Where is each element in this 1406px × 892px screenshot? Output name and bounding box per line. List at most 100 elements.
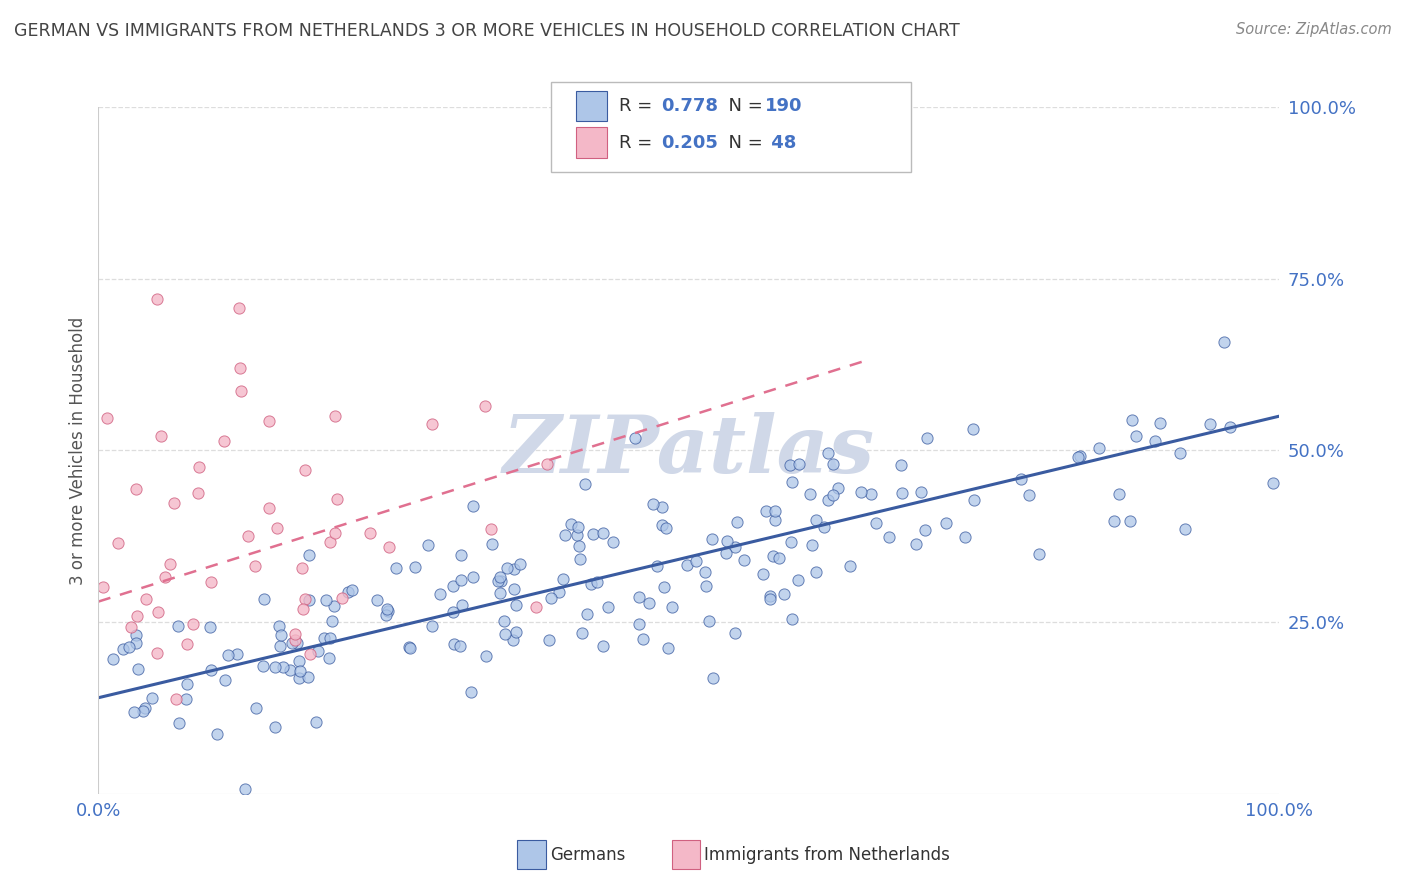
Point	[297, 670, 319, 684]
Point	[571, 626, 593, 640]
Point	[592, 639, 614, 653]
Point	[486, 574, 509, 588]
Point	[827, 481, 849, 495]
Point	[318, 650, 340, 665]
Point	[124, 705, 146, 719]
Point	[252, 659, 274, 673]
Point	[267, 619, 290, 633]
Point	[474, 648, 496, 663]
Point	[375, 607, 398, 622]
Point	[377, 604, 399, 618]
Point	[817, 446, 839, 460]
Point	[733, 553, 755, 567]
Point	[596, 599, 619, 614]
Point	[429, 586, 451, 600]
Y-axis label: 3 or more Vehicles in Household: 3 or more Vehicles in Household	[69, 317, 87, 584]
Point	[787, 457, 810, 471]
Point	[165, 691, 187, 706]
Point	[322, 599, 344, 613]
Text: Germans: Germans	[550, 846, 626, 863]
Point	[638, 597, 661, 611]
Point	[631, 632, 654, 647]
Point	[288, 664, 311, 678]
Point	[1121, 413, 1143, 427]
Point	[661, 600, 683, 615]
Point	[1018, 488, 1040, 502]
Point	[762, 549, 785, 563]
Point	[200, 575, 222, 590]
Point	[586, 575, 609, 590]
Text: ZIPatlas: ZIPatlas	[503, 412, 875, 489]
Point	[1143, 434, 1166, 449]
Point	[294, 592, 316, 607]
Point	[450, 599, 472, 613]
Point	[253, 591, 276, 606]
Text: GERMAN VS IMMIGRANTS FROM NETHERLANDS 3 OR MORE VEHICLES IN HOUSEHOLD CORRELATIO: GERMAN VS IMMIGRANTS FROM NETHERLANDS 3 …	[14, 22, 960, 40]
Point	[575, 607, 598, 621]
Point	[146, 605, 169, 619]
Point	[1069, 449, 1091, 463]
Point	[281, 636, 304, 650]
Point	[270, 628, 292, 642]
Point	[124, 628, 146, 642]
Point	[93, 580, 115, 594]
Point	[378, 541, 401, 555]
Point	[568, 539, 591, 553]
Point	[460, 685, 482, 699]
Point	[384, 561, 406, 575]
Point	[238, 529, 260, 543]
Point	[579, 577, 602, 591]
Point	[716, 534, 738, 549]
Point	[218, 648, 240, 663]
Point	[96, 410, 118, 425]
Point	[1174, 522, 1197, 536]
Point	[655, 521, 678, 535]
Point	[768, 550, 790, 565]
Point	[627, 590, 650, 604]
Point	[321, 614, 343, 628]
Text: N =: N =	[717, 134, 769, 152]
Point	[772, 587, 794, 601]
Point	[804, 513, 827, 527]
Point	[1263, 475, 1285, 490]
Point	[755, 504, 778, 518]
Point	[187, 486, 209, 500]
Point	[298, 647, 321, 661]
Point	[481, 537, 503, 551]
Point	[291, 561, 314, 575]
Point	[1028, 547, 1050, 561]
Point	[657, 641, 679, 656]
Point	[450, 548, 472, 562]
Point	[1067, 450, 1090, 464]
Point	[200, 620, 222, 634]
Point	[278, 663, 301, 677]
Point	[269, 639, 291, 653]
Point	[849, 484, 872, 499]
Point	[149, 429, 172, 443]
Point	[685, 554, 707, 568]
Point	[474, 399, 496, 413]
Point	[801, 538, 824, 552]
Point	[229, 361, 252, 376]
Point	[509, 557, 531, 571]
Point	[1108, 487, 1130, 501]
Point	[865, 516, 887, 530]
Point	[266, 521, 288, 535]
Point	[859, 487, 882, 501]
Point	[285, 636, 308, 650]
Point	[489, 586, 512, 600]
Point	[695, 565, 717, 579]
Point	[375, 602, 398, 616]
Point	[284, 627, 307, 641]
Point	[141, 690, 163, 705]
Point	[228, 301, 250, 315]
Point	[146, 293, 169, 307]
Point	[259, 414, 281, 428]
Point	[839, 558, 862, 573]
Point	[697, 615, 720, 629]
Point	[112, 642, 135, 657]
Point	[758, 591, 780, 606]
Point	[724, 626, 747, 640]
Point	[420, 417, 443, 432]
Point	[536, 457, 558, 471]
